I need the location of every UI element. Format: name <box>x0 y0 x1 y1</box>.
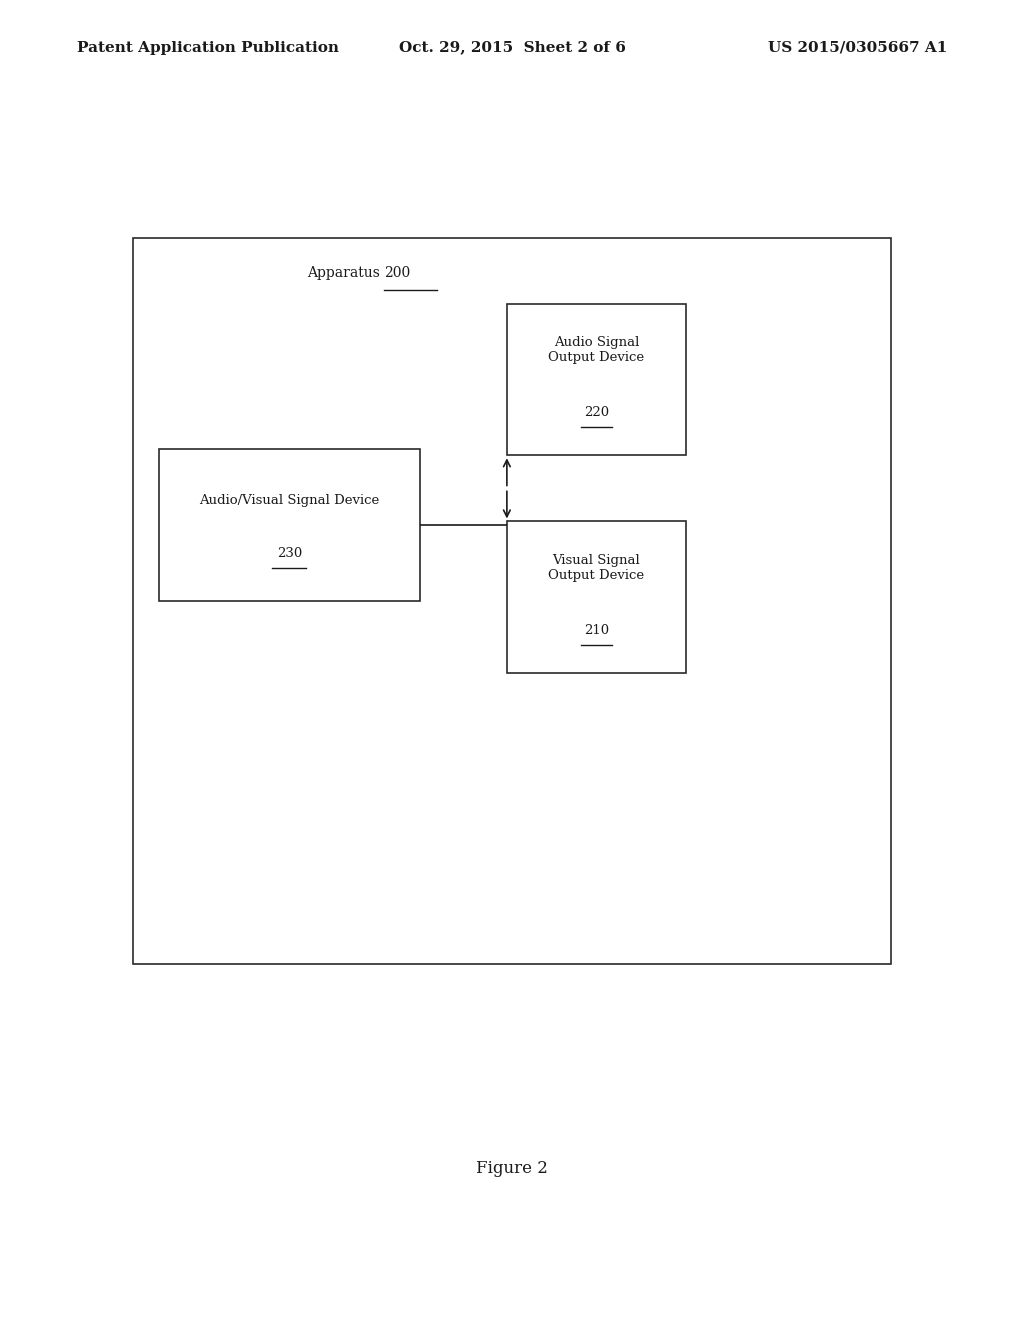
Text: Apparatus: Apparatus <box>307 267 384 280</box>
FancyBboxPatch shape <box>133 238 891 964</box>
FancyBboxPatch shape <box>507 521 686 673</box>
Text: 220: 220 <box>584 407 609 418</box>
Text: 200: 200 <box>384 267 411 280</box>
Text: Patent Application Publication: Patent Application Publication <box>77 41 339 54</box>
FancyBboxPatch shape <box>159 449 420 601</box>
Text: 210: 210 <box>584 624 609 636</box>
Text: 230: 230 <box>276 548 302 560</box>
FancyBboxPatch shape <box>507 304 686 455</box>
Text: Oct. 29, 2015  Sheet 2 of 6: Oct. 29, 2015 Sheet 2 of 6 <box>398 41 626 54</box>
Text: Audio Signal
Output Device: Audio Signal Output Device <box>549 337 644 364</box>
Text: US 2015/0305667 A1: US 2015/0305667 A1 <box>768 41 947 54</box>
Text: Audio/Visual Signal Device: Audio/Visual Signal Device <box>199 495 380 507</box>
Text: Figure 2: Figure 2 <box>476 1160 548 1176</box>
Text: Visual Signal
Output Device: Visual Signal Output Device <box>549 554 644 582</box>
